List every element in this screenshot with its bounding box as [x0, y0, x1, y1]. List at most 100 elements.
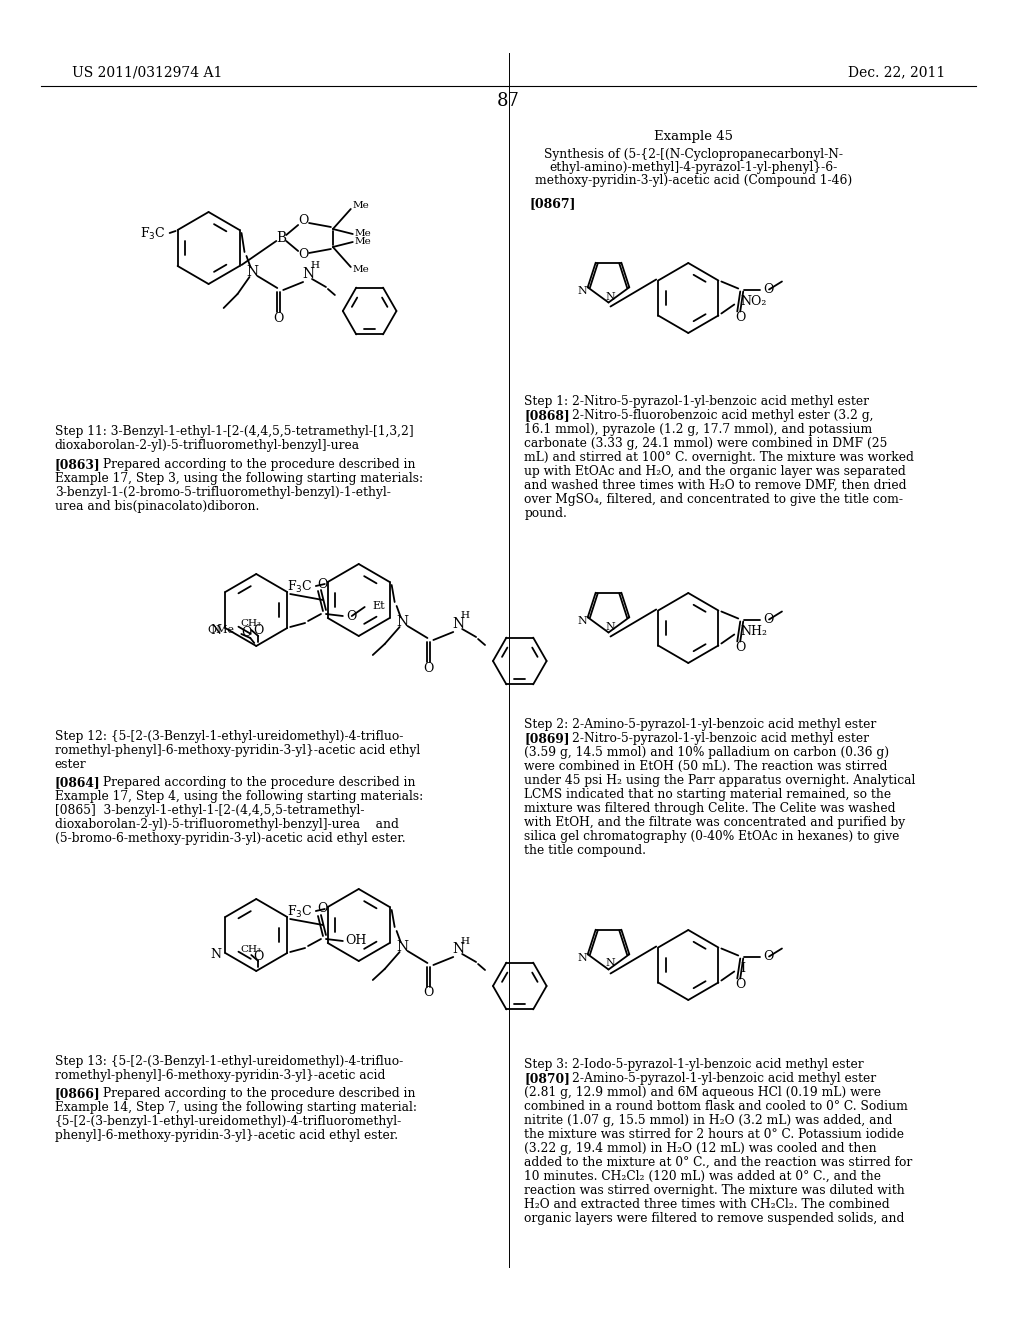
Text: Et: Et: [373, 601, 385, 611]
Text: 2-Amino-5-pyrazol-1-yl-benzoic acid methyl ester: 2-Amino-5-pyrazol-1-yl-benzoic acid meth…: [572, 1072, 877, 1085]
Text: were combined in EtOH (50 mL). The reaction was stirred: were combined in EtOH (50 mL). The react…: [524, 760, 888, 774]
Text: nitrite (1.07 g, 15.5 mmol) in H₂O (3.2 mL) was added, and: nitrite (1.07 g, 15.5 mmol) in H₂O (3.2 …: [524, 1114, 893, 1127]
Text: N: N: [396, 615, 409, 630]
Text: N: N: [302, 267, 314, 281]
Text: I: I: [740, 962, 745, 975]
Text: N: N: [578, 616, 588, 626]
Text: O: O: [241, 627, 252, 639]
Text: Dec. 22, 2011: Dec. 22, 2011: [848, 65, 945, 79]
Text: B: B: [276, 231, 287, 246]
Text: O: O: [424, 661, 434, 675]
Text: O: O: [316, 578, 327, 590]
Text: N: N: [453, 942, 464, 956]
Text: the title compound.: the title compound.: [524, 843, 646, 857]
Text: romethyl-phenyl]-6-methoxy-pyridin-3-yl}-acetic acid: romethyl-phenyl]-6-methoxy-pyridin-3-yl}…: [54, 1069, 385, 1082]
Text: N: N: [605, 958, 615, 969]
Text: with EtOH, and the filtrate was concentrated and purified by: with EtOH, and the filtrate was concentr…: [524, 816, 905, 829]
Text: Prepared according to the procedure described in: Prepared according to the procedure desc…: [103, 776, 416, 789]
Text: organic layers were filtered to remove suspended solids, and: organic layers were filtered to remove s…: [524, 1212, 905, 1225]
Text: Me: Me: [354, 238, 372, 247]
Text: ester: ester: [54, 758, 86, 771]
Text: over MgSO₄, filtered, and concentrated to give the title com-: over MgSO₄, filtered, and concentrated t…: [524, 492, 903, 506]
Text: the mixture was stirred for 2 hours at 0° C. Potassium iodide: the mixture was stirred for 2 hours at 0…: [524, 1129, 904, 1140]
Text: Step 12: {5-[2-(3-Benzyl-1-ethyl-ureidomethyl)-4-trifluo-: Step 12: {5-[2-(3-Benzyl-1-ethyl-ureidom…: [54, 730, 403, 743]
Text: N: N: [578, 953, 588, 964]
Text: mL) and stirred at 100° C. overnight. The mixture was worked: mL) and stirred at 100° C. overnight. Th…: [524, 451, 914, 465]
Text: reaction was stirred overnight. The mixture was diluted with: reaction was stirred overnight. The mixt…: [524, 1184, 905, 1197]
Text: Step 3: 2-Iodo-5-pyrazol-1-yl-benzoic acid methyl ester: Step 3: 2-Iodo-5-pyrazol-1-yl-benzoic ac…: [524, 1059, 864, 1071]
Text: Step 2: 2-Amino-5-pyrazol-1-yl-benzoic acid methyl ester: Step 2: 2-Amino-5-pyrazol-1-yl-benzoic a…: [524, 718, 877, 731]
Text: ethyl-amino)-methyl]-4-pyrazol-1-yl-phenyl}-6-: ethyl-amino)-methyl]-4-pyrazol-1-yl-phen…: [549, 161, 838, 174]
Text: NO₂: NO₂: [740, 294, 767, 308]
Text: Synthesis of (5-{2-[(N-Cyclopropanecarbonyl-N-: Synthesis of (5-{2-[(N-Cyclopropanecarbo…: [544, 148, 843, 161]
Text: 2-Nitro-5-pyrazol-1-yl-benzoic acid methyl ester: 2-Nitro-5-pyrazol-1-yl-benzoic acid meth…: [572, 733, 869, 744]
Text: dioxaborolan-2-yl)-5-trifluoromethyl-benzyl]-urea: dioxaborolan-2-yl)-5-trifluoromethyl-ben…: [54, 440, 359, 451]
Text: [0863]: [0863]: [54, 458, 100, 471]
Text: H: H: [310, 261, 319, 271]
Text: N: N: [210, 949, 221, 961]
Text: O: O: [253, 949, 263, 962]
Text: O: O: [763, 612, 773, 626]
Text: N: N: [453, 616, 464, 631]
Text: 10 minutes. CH₂Cl₂ (120 mL) was added at 0° C., and the: 10 minutes. CH₂Cl₂ (120 mL) was added at…: [524, 1170, 882, 1183]
Text: O: O: [763, 950, 773, 964]
Text: O: O: [298, 248, 308, 261]
Text: (3.22 g, 19.4 mmol) in H₂O (12 mL) was cooled and then: (3.22 g, 19.4 mmol) in H₂O (12 mL) was c…: [524, 1142, 877, 1155]
Text: Example 17, Step 3, using the following starting materials:: Example 17, Step 3, using the following …: [54, 473, 423, 484]
Text: F$_3$C: F$_3$C: [140, 226, 166, 242]
Text: N: N: [396, 940, 409, 954]
Text: Step 13: {5-[2-(3-Benzyl-1-ethyl-ureidomethyl)-4-trifluo-: Step 13: {5-[2-(3-Benzyl-1-ethyl-ureidom…: [54, 1055, 402, 1068]
Text: CH₃: CH₃: [241, 945, 262, 953]
Text: 16.1 mmol), pyrazole (1.2 g, 17.7 mmol), and potassium: 16.1 mmol), pyrazole (1.2 g, 17.7 mmol),…: [524, 422, 872, 436]
Text: phenyl]-6-methoxy-pyridin-3-yl}-acetic acid ethyl ester.: phenyl]-6-methoxy-pyridin-3-yl}-acetic a…: [54, 1129, 397, 1142]
Text: Example 14, Step 7, using the following starting material:: Example 14, Step 7, using the following …: [54, 1101, 417, 1114]
Text: O: O: [763, 282, 773, 296]
Text: [0868]: [0868]: [524, 409, 570, 422]
Text: 3-benzyl-1-(2-bromo-5-trifluoromethyl-benzyl)-1-ethyl-: 3-benzyl-1-(2-bromo-5-trifluoromethyl-be…: [54, 486, 390, 499]
Text: (5-bromo-6-methoxy-pyridin-3-yl)-acetic acid ethyl ester.: (5-bromo-6-methoxy-pyridin-3-yl)-acetic …: [54, 832, 406, 845]
Text: Prepared according to the procedure described in: Prepared according to the procedure desc…: [103, 458, 416, 471]
Text: urea and bis(pinacolato)diboron.: urea and bis(pinacolato)diboron.: [54, 500, 259, 513]
Text: O: O: [735, 312, 745, 323]
Text: NH₂: NH₂: [740, 624, 767, 638]
Text: Step 1: 2-Nitro-5-pyrazol-1-yl-benzoic acid methyl ester: Step 1: 2-Nitro-5-pyrazol-1-yl-benzoic a…: [524, 395, 869, 408]
Text: CH₃: CH₃: [241, 619, 262, 628]
Text: H: H: [461, 611, 470, 620]
Text: methoxy-pyridin-3-yl)-acetic acid (Compound 1-46): methoxy-pyridin-3-yl)-acetic acid (Compo…: [535, 174, 852, 187]
Text: romethyl-phenyl]-6-methoxy-pyridin-3-yl}-acetic acid ethyl: romethyl-phenyl]-6-methoxy-pyridin-3-yl}…: [54, 744, 420, 756]
Text: added to the mixture at 0° C., and the reaction was stirred for: added to the mixture at 0° C., and the r…: [524, 1156, 912, 1170]
Text: H₂O and extracted three times with CH₂Cl₂. The combined: H₂O and extracted three times with CH₂Cl…: [524, 1199, 890, 1210]
Text: O: O: [735, 642, 745, 653]
Text: Me: Me: [352, 265, 370, 275]
Text: combined in a round bottom flask and cooled to 0° C. Sodium: combined in a round bottom flask and coo…: [524, 1100, 908, 1113]
Text: 87: 87: [497, 92, 520, 110]
Text: [0870]: [0870]: [524, 1072, 570, 1085]
Text: under 45 psi H₂ using the Parr apparatus overnight. Analytical: under 45 psi H₂ using the Parr apparatus…: [524, 774, 915, 787]
Text: O: O: [735, 978, 745, 991]
Text: (2.81 g, 12.9 mmol) and 6M aqueous HCl (0.19 mL) were: (2.81 g, 12.9 mmol) and 6M aqueous HCl (…: [524, 1086, 882, 1100]
Text: OMe: OMe: [208, 624, 234, 635]
Text: 2-Nitro-5-fluorobenzoic acid methyl ester (3.2 g,: 2-Nitro-5-fluorobenzoic acid methyl este…: [572, 409, 873, 422]
Text: [0869]: [0869]: [524, 733, 570, 744]
Text: O: O: [316, 903, 327, 916]
Text: F$_3$C: F$_3$C: [288, 904, 313, 920]
Text: O: O: [298, 214, 308, 227]
Text: pound.: pound.: [524, 507, 567, 520]
Text: N: N: [605, 292, 615, 301]
Text: [0865]  3-benzyl-1-ethyl-1-[2-(4,4,5,5-tetramethyl-: [0865] 3-benzyl-1-ethyl-1-[2-(4,4,5,5-te…: [54, 804, 365, 817]
Text: O: O: [273, 312, 284, 325]
Text: up with EtOAc and H₂O, and the organic layer was separated: up with EtOAc and H₂O, and the organic l…: [524, 465, 906, 478]
Text: dioxaborolan-2-yl)-5-trifluoromethyl-benzyl]-urea    and: dioxaborolan-2-yl)-5-trifluoromethyl-ben…: [54, 818, 398, 832]
Text: Me: Me: [352, 202, 370, 210]
Text: H: H: [461, 936, 470, 945]
Text: carbonate (3.33 g, 24.1 mmol) were combined in DMF (25: carbonate (3.33 g, 24.1 mmol) were combi…: [524, 437, 888, 450]
Text: [0864]: [0864]: [54, 776, 100, 789]
Text: LCMS indicated that no starting material remained, so the: LCMS indicated that no starting material…: [524, 788, 892, 801]
Text: F$_3$C: F$_3$C: [288, 579, 313, 595]
Text: [0867]: [0867]: [529, 197, 575, 210]
Text: Step 11: 3-Benzyl-1-ethyl-1-[2-(4,4,5,5-tetramethyl-[1,3,2]: Step 11: 3-Benzyl-1-ethyl-1-[2-(4,4,5,5-…: [54, 425, 414, 438]
Text: N: N: [578, 286, 588, 296]
Text: Prepared according to the procedure described in: Prepared according to the procedure desc…: [103, 1086, 416, 1100]
Text: and washed three times with H₂O to remove DMF, then dried: and washed three times with H₂O to remov…: [524, 479, 907, 492]
Text: Example 45: Example 45: [653, 129, 733, 143]
